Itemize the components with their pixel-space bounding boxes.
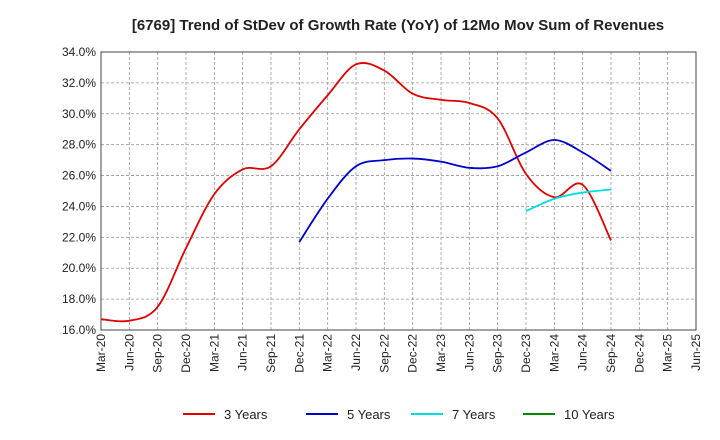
x-tick-label: Sep-23 <box>491 334 505 373</box>
x-tick-label: Dec-22 <box>406 334 420 373</box>
x-tick-label: Dec-24 <box>632 334 646 373</box>
series-line-5-years <box>298 139 612 243</box>
x-tick-label: Jun-24 <box>576 334 590 371</box>
x-tick-label: Sep-21 <box>264 334 278 373</box>
y-tick-label: 18.0% <box>62 292 96 306</box>
x-tick-label: Jun-21 <box>236 334 250 371</box>
y-tick-label: 30.0% <box>62 107 96 121</box>
series-line-7-years <box>525 188 612 212</box>
legend: 3 Years 5 Years 7 Years 10 Years <box>183 407 615 422</box>
y-tick-label: 22.0% <box>62 230 96 244</box>
y-tick-label: 16.0% <box>62 323 96 337</box>
series-layer <box>100 62 612 323</box>
x-tick-label: Jun-20 <box>122 334 136 371</box>
y-axis: 16.0% 18.0% 20.0% 22.0% 24.0% 26.0% 28.0% 30.0%… <box>62 45 96 337</box>
y-tick-label: 26.0% <box>62 169 96 183</box>
x-tick-label: Jun-23 <box>462 334 476 371</box>
x-tick-label: Mar-23 <box>434 334 448 372</box>
x-tick-label: Dec-21 <box>292 334 306 373</box>
chart-title: [6769] Trend of StDev of Growth Rate (Yo… <box>132 17 664 34</box>
y-tick-label: 20.0% <box>62 261 96 275</box>
x-tick-label: Dec-20 <box>179 334 193 373</box>
x-tick-label: Mar-24 <box>547 334 561 372</box>
x-tick-label: Mar-21 <box>207 334 221 372</box>
x-tick-label: Sep-24 <box>604 334 618 373</box>
legend-label-3-years: 3 Years <box>224 407 268 422</box>
x-tick-label: Mar-25 <box>661 334 675 372</box>
legend-label-10-years: 10 Years <box>564 407 615 422</box>
grid <box>101 52 696 330</box>
y-tick-label: 34.0% <box>62 45 96 59</box>
legend-label-5-years: 5 Years <box>347 407 391 422</box>
series-line-3-years <box>100 62 612 323</box>
y-tick-label: 28.0% <box>62 138 96 152</box>
x-tick-label: Sep-20 <box>151 334 165 373</box>
plot-frame <box>100 51 697 331</box>
x-tick-label: Mar-22 <box>321 334 335 372</box>
x-tick-label: Dec-23 <box>519 334 533 373</box>
x-tick-label: Mar-20 <box>94 334 108 372</box>
y-tick-label: 24.0% <box>62 199 96 213</box>
x-tick-label: Jun-22 <box>349 334 363 371</box>
legend-label-7-years: 7 Years <box>452 407 496 422</box>
y-tick-label: 32.0% <box>62 76 96 90</box>
x-tick-label: Jun-25 <box>689 334 703 371</box>
x-tick-label: Sep-22 <box>377 334 391 373</box>
x-axis: Mar-20 Jun-20 Sep-20 Dec-20 Mar-21 Jun-21 Sep-… <box>94 334 703 373</box>
